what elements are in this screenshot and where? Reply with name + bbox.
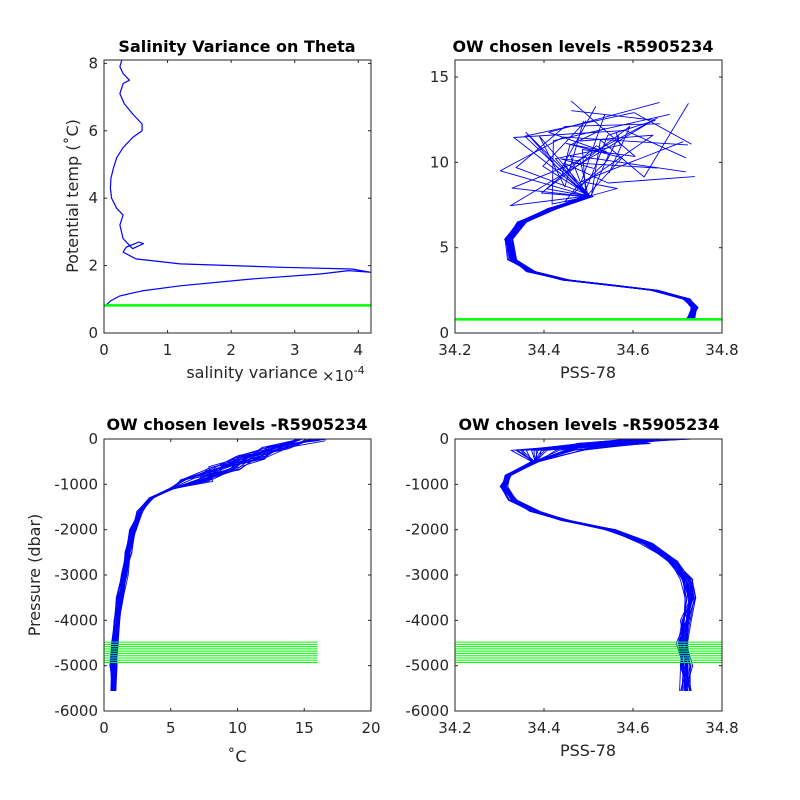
ticks: 34.2 34.4 34.6 34.8 0 5 10 15 [430,60,739,359]
data-layer [104,60,371,308]
y-tick-label: -6000 [405,702,449,720]
ticks: 0 1 2 3 4 0 2 4 6 8 [88,54,371,359]
data-layer [104,439,328,692]
variance-line [104,60,371,308]
y-tick-label: 5 [439,239,449,257]
x-tick-label: 20 [361,719,380,737]
y-tick-label: -3000 [405,566,449,584]
x-axis-label: salinity variance [186,363,317,382]
y-tick-label: 8 [88,54,98,72]
panel-salinity-variance: Salinity Variance on Theta 0 1 2 3 4 0 2 4 6 8 sa… [63,37,372,385]
x-exponent-base: ×10 [322,367,354,385]
x-tick-label: 0 [99,341,109,359]
profile-line [507,439,694,692]
y-tick-label: -1000 [54,475,98,493]
profile-line [115,439,314,692]
y-tick-label: 4 [88,189,98,207]
panel-theta-salinity: OW chosen levels -R5905234 34.2 34.4 34.6 3… [430,37,739,382]
x-tick-label: 3 [290,341,300,359]
x-tick-label: 4 [354,341,364,359]
data-layer [455,439,722,692]
x-tick-label: 34.2 [438,341,471,359]
y-tick-label: -4000 [54,611,98,629]
y-tick-label: -1000 [405,475,449,493]
data-layer [455,100,722,321]
ticks: 0 5 10 15 20 -6000 -5000 -4000 -3000 -2000 -1000 0 [54,430,380,737]
y-tick-label: 15 [430,68,449,86]
panel-title: OW chosen levels -R5905234 [452,37,713,56]
profile-line [113,439,295,692]
x-axis-exponent: ×10-4 [322,364,365,385]
x-exponent-power: -4 [354,364,365,377]
y-tick-label: -5000 [405,657,449,675]
x-tick-label: 34.8 [705,341,738,359]
axes-frame [454,59,723,334]
x-axis-label: PSS-78 [560,363,616,382]
x-tick-label: 34.8 [705,719,738,737]
y-axis-label: Potential temp (˚C) [63,119,82,273]
y-tick-label: 0 [439,430,449,448]
y-tick-label: 6 [88,122,98,140]
x-tick-label: 34.4 [527,341,560,359]
profile-line [511,102,698,320]
ticks: 34.2 34.4 34.6 34.8 -6000 -5000 -4000 -3000 -200… [405,430,738,737]
plot-area [455,439,722,692]
y-tick-label: -2000 [54,521,98,539]
x-tick-label: 34.4 [527,719,560,737]
y-tick-label: -5000 [54,657,98,675]
y-tick-label: -2000 [405,521,449,539]
profile-line [113,439,296,692]
panel-temperature-pressure: OW chosen levels -R5905234 0 5 10 15 20 -6000… [25,415,381,766]
y-axis-label: Pressure (dbar) [25,514,44,637]
x-tick-label: 1 [163,341,173,359]
y-tick-label: 0 [88,430,98,448]
y-tick-label: -4000 [405,611,449,629]
panel-title: OW chosen levels -R5905234 [458,415,719,434]
y-tick-label: -3000 [54,566,98,584]
x-axis-label: PSS-78 [560,741,616,760]
x-tick-label: 2 [226,341,236,359]
y-tick-label: 0 [88,324,98,342]
plot-area [104,439,328,692]
y-tick-label: 10 [430,153,449,171]
x-tick-label: 10 [228,719,247,737]
y-tick-label: 0 [439,324,449,342]
plot-area [104,60,371,308]
y-tick-label: -6000 [54,702,98,720]
panel-salinity-pressure: OW chosen levels -R5905234 34.2 34.4 34.6 3… [405,415,738,760]
plot-area [455,100,722,321]
axes-frame [103,59,372,334]
y-tick-label: 2 [88,257,98,275]
x-tick-label: 34.2 [438,719,471,737]
x-tick-label: 5 [166,719,176,737]
x-axis-label: ˚C [227,747,246,766]
x-tick-label: 15 [295,719,314,737]
x-tick-label: 34.6 [616,341,649,359]
panel-title: Salinity Variance on Theta [118,37,355,56]
x-tick-label: 34.6 [616,719,649,737]
x-tick-label: 0 [99,719,109,737]
panel-title: OW chosen levels -R5905234 [106,415,367,434]
